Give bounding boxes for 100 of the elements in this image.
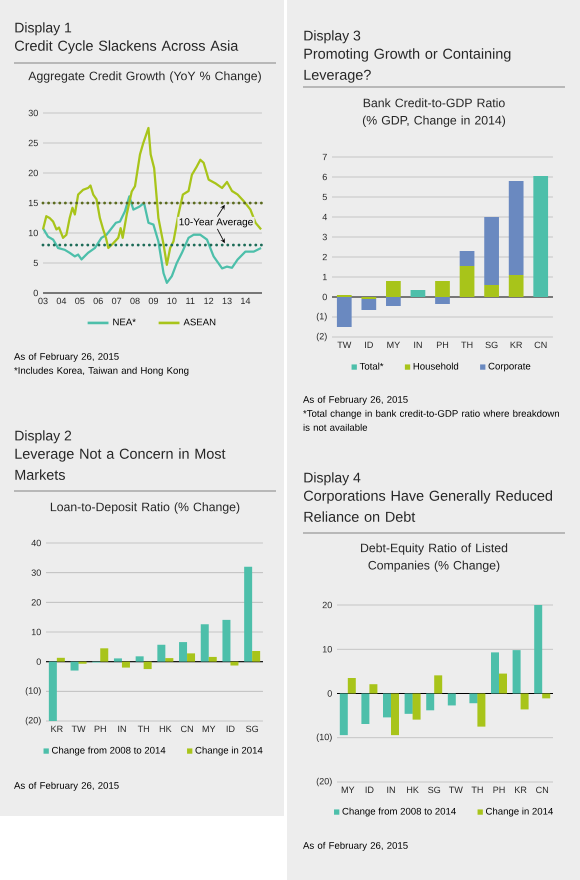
bar: [348, 678, 356, 694]
x-tick-label: MY: [342, 786, 354, 793]
bar: [70, 662, 79, 671]
y-tick-label: 4: [322, 214, 328, 220]
line-series: [42, 195, 262, 284]
x-tick-label: 12: [204, 298, 214, 304]
x-tick-label: PH: [493, 786, 505, 793]
y-tick-label: 10: [32, 628, 41, 636]
y-tick-label: 20: [28, 170, 38, 176]
x-tick-label: CN: [180, 726, 193, 732]
y-tick-label: 7: [322, 154, 327, 160]
bar: [252, 650, 260, 662]
chart-title: Promoting Growth or Containing Leverage?: [304, 48, 510, 83]
bar: [179, 642, 188, 662]
y-tick-label: 2: [322, 254, 327, 260]
chart-title: Corporations Have Generally Reduced Reliance on Debt: [304, 490, 552, 522]
y-tick-label: 0: [328, 690, 332, 697]
text: As of February 26, 2015: [303, 842, 408, 851]
x-tick-label: IN: [118, 726, 126, 732]
bar: [361, 693, 370, 724]
bar: [187, 653, 196, 662]
bar: [404, 693, 413, 714]
line-series: [42, 126, 262, 266]
bar: [230, 662, 238, 666]
bar: [122, 662, 130, 668]
x-tick-label: ID: [366, 786, 374, 793]
bar: [460, 250, 474, 266]
bar: [200, 624, 209, 662]
x-tick-label: TH: [461, 342, 472, 348]
x-tick-label: 09: [148, 298, 158, 304]
bar: [410, 290, 426, 297]
bar: [460, 266, 474, 297]
bar: [435, 296, 450, 304]
y-tick-label: (20): [26, 716, 41, 726]
y-tick-label: (2): [316, 332, 327, 342]
bar: [448, 693, 456, 706]
x-tick-label: HK: [160, 726, 172, 732]
legend-label: Change in 2014: [486, 808, 554, 817]
y-tick-label: 30: [32, 569, 41, 576]
y-tick-label: (1): [316, 312, 327, 322]
x-tick-label: MY: [202, 726, 216, 732]
bar: [477, 693, 486, 727]
x-tick-label: 05: [75, 298, 84, 304]
x-tick-label: ID: [226, 726, 235, 732]
chart-title: Leverage Not a Concern in Most Markets: [15, 448, 226, 480]
x-tick-label: CN: [534, 342, 547, 348]
y-tick-label: 20: [322, 602, 332, 608]
x-tick-label: CN: [536, 786, 548, 794]
text: As of February 26, 2015: [303, 396, 408, 405]
x-tick-label: PH: [94, 726, 106, 732]
bar: [469, 693, 478, 704]
bar: [386, 296, 401, 306]
x-tick-label: TH: [472, 786, 483, 793]
x-tick-label: KR: [515, 786, 526, 793]
bar: [520, 693, 529, 710]
bar: [533, 176, 548, 297]
bar: [484, 284, 499, 297]
legend-label: Change from 2008 to 2014: [52, 746, 166, 756]
legend-label: Household: [414, 362, 458, 370]
x-tick-label: KR: [510, 342, 522, 348]
bar: [100, 648, 108, 662]
y-tick-label: 1: [322, 274, 327, 280]
y-tick-label: 10: [322, 646, 332, 652]
bar: [361, 298, 376, 310]
y-tick-label: 30: [28, 110, 38, 116]
x-tick-label: TW: [448, 786, 463, 793]
legend-label: ASEAN: [184, 318, 216, 326]
bar: [48, 662, 57, 721]
x-tick-label: 11: [186, 298, 194, 304]
text: *Includes Korea, Taiwan and Hong Kong: [14, 366, 188, 376]
chart-title: Credit Cycle Slackens Across Asia: [15, 40, 238, 54]
annotation: 10-Year Average: [180, 218, 253, 228]
x-tick-label: MY: [387, 342, 400, 348]
text: Display 1: [15, 22, 72, 36]
x-tick-label: SG: [246, 726, 258, 732]
bar: [144, 662, 152, 670]
x-tick-label: 03: [38, 298, 48, 304]
x-tick-label: 13: [222, 298, 232, 304]
text: Display 3: [304, 30, 360, 44]
y-tick-label: 3: [322, 234, 327, 240]
bar: [534, 605, 542, 694]
x-tick-label: TW: [72, 726, 86, 732]
bar: [508, 181, 524, 275]
bar: [484, 217, 499, 285]
y-tick-label: 10: [28, 230, 38, 236]
y-tick-label: 40: [31, 540, 41, 546]
bar: [114, 658, 122, 662]
bar: [340, 693, 348, 736]
x-tick-label: 08: [130, 298, 140, 304]
y-tick-label: 0: [322, 294, 327, 300]
bar: [136, 656, 144, 662]
text: Display 4: [304, 472, 360, 486]
x-tick-label: HK: [407, 786, 419, 793]
x-tick-label: IN: [387, 786, 395, 793]
text: As of February 26, 2015: [14, 782, 119, 791]
bar: [391, 693, 399, 736]
x-tick-label: SG: [428, 786, 440, 794]
legend-label: Total*: [360, 362, 384, 370]
bar: [157, 644, 166, 662]
y-tick-label: (10): [26, 687, 41, 696]
